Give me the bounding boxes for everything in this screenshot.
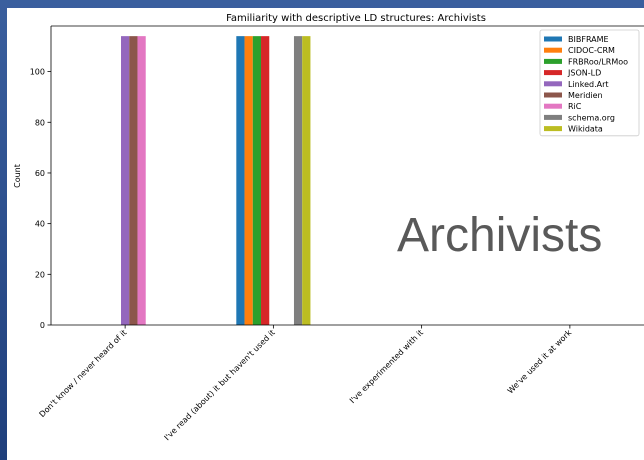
y-tick-label: 80	[35, 118, 45, 127]
legend-entry: CIDOC-CRM	[568, 46, 615, 55]
bar-schema-org-1	[293, 36, 303, 325]
legend-entry: Meridien	[568, 91, 603, 100]
x-ticks-group: Don't know / never heard of it I've read …	[38, 325, 574, 442]
axes-group	[50, 25, 644, 326]
y-axis-label: Count	[13, 164, 22, 188]
bar-wikidata-1	[302, 36, 311, 325]
figure-panel	[7, 8, 644, 460]
bar-json-ld-1	[261, 36, 270, 325]
legend-swatch	[544, 81, 562, 87]
legend-swatch	[544, 103, 562, 109]
y-tick-label: 0	[40, 321, 45, 330]
bar-linked-art-0	[121, 36, 130, 325]
archivists-annotation: Archivists	[397, 209, 603, 262]
y-tick-label: 100	[30, 68, 45, 77]
legend-frame	[539, 29, 640, 137]
legend-swatch	[544, 47, 562, 53]
legend-entry: FRBRoo/LRMoo	[568, 57, 628, 66]
legend-swatch	[544, 126, 562, 132]
legend: BIBFRAME CIDOC-CRM FRBRoo/LRMoo JSON-LD Link…	[539, 29, 640, 137]
legend-swatch	[544, 36, 562, 42]
y-tick-label: 60	[35, 169, 45, 178]
legend-entry: RiC	[568, 102, 582, 111]
bar-bibframe-1	[236, 36, 245, 325]
x-tick-label: Don't know / never heard of it	[38, 328, 129, 419]
legend-entry: Linked.Art	[568, 80, 609, 89]
legend-swatch	[544, 92, 562, 98]
x-tick-label: We've used it at work	[506, 328, 574, 396]
y-tick-label: 40	[35, 220, 45, 229]
bar-frbroo-lrmoo-1	[252, 36, 262, 325]
x-tick-label: I've read (about) it but haven't used it	[162, 328, 276, 442]
legend-entry: Wikidata	[568, 125, 603, 134]
legend-swatch	[544, 114, 562, 120]
y-ticks-group: 0 20 40 60 80 100	[30, 68, 51, 330]
legend-swatch	[544, 70, 562, 76]
legend-swatch	[544, 58, 562, 64]
y-tick-label: 20	[35, 270, 45, 279]
chart-title: Familiarity with descriptive LD structur…	[226, 13, 486, 24]
bar-ric-0	[137, 36, 146, 325]
bar-cidoc-crm-1	[244, 36, 253, 325]
legend-entry: schema.org	[568, 113, 615, 122]
legend-entry: JSON-LD	[567, 69, 601, 78]
bar-meridien-0	[129, 36, 138, 325]
bars-group	[121, 36, 311, 325]
x-tick-label: I've experimented with it	[348, 328, 425, 405]
legend-entry: BIBFRAME	[568, 35, 609, 44]
